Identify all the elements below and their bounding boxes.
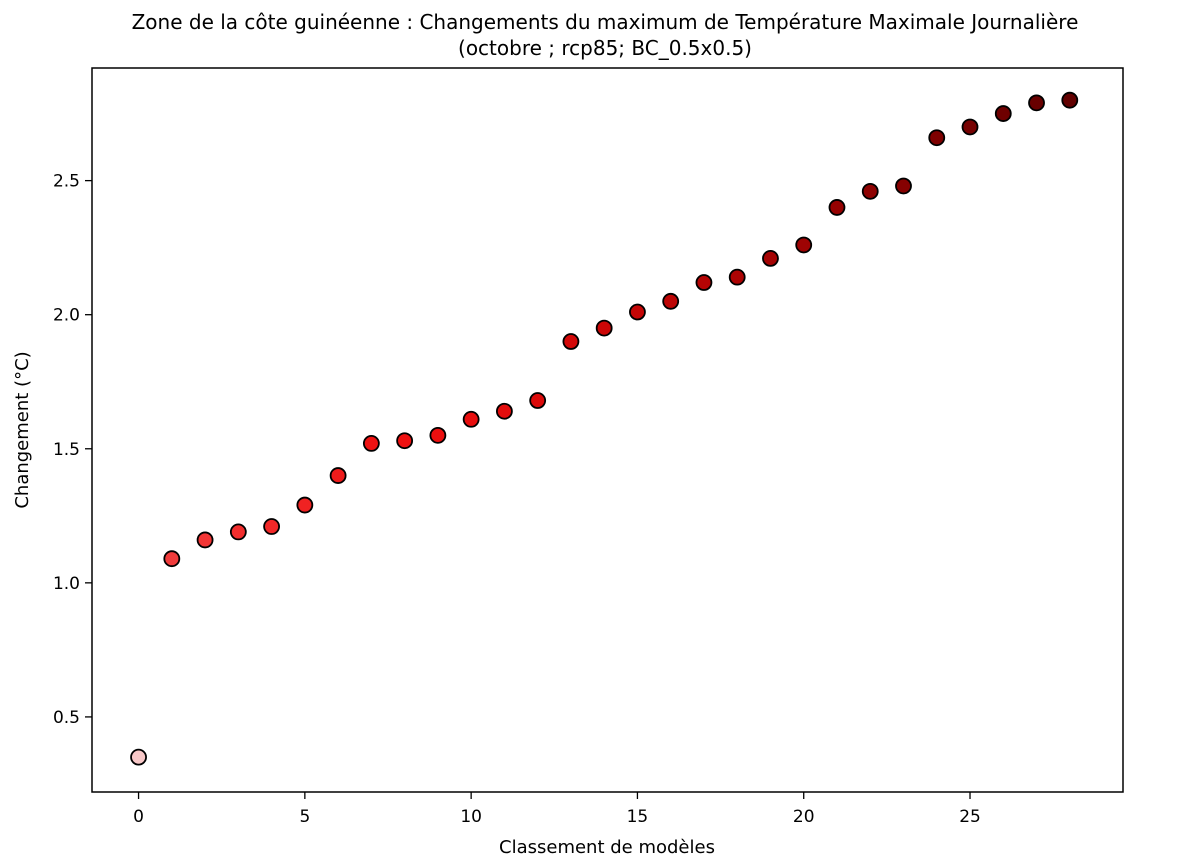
data-point [828, 199, 846, 216]
data-point [994, 105, 1012, 122]
data-point [462, 410, 480, 428]
data-point [728, 268, 746, 286]
x-axis-label: Classement de modèles [499, 837, 715, 858]
data-point [229, 523, 247, 541]
y-tick-label: 0.5 [53, 708, 80, 728]
y-axis-label: Changement (°C) [12, 351, 33, 508]
data-points [130, 91, 1079, 766]
chart-title: Zone de la côte guinéenne : Changements … [132, 10, 1079, 34]
data-point [961, 118, 979, 136]
data-point [1028, 94, 1045, 112]
x-tick-label: 20 [793, 807, 815, 827]
data-point [595, 319, 613, 337]
data-point [362, 435, 380, 452]
data-point [429, 426, 447, 444]
data-point [562, 333, 580, 350]
chart-subtitle: (octobre ; rcp85; BC_0.5x0.5) [458, 36, 752, 60]
y-axis: 0.5 1.0 1.5 2.0 2.5 [53, 172, 92, 728]
data-point [196, 531, 214, 549]
data-point [495, 402, 513, 420]
data-point [1061, 91, 1079, 109]
data-point [629, 303, 646, 321]
data-point [163, 550, 181, 568]
x-tick-label: 0 [133, 807, 144, 827]
plot-area [91, 67, 1124, 793]
data-point [529, 392, 547, 409]
data-point [263, 518, 280, 535]
data-point [895, 177, 912, 195]
data-point [695, 274, 713, 291]
x-tick-label: 10 [460, 807, 482, 827]
x-axis: 0 5 10 15 20 25 [133, 792, 981, 827]
data-point [795, 236, 813, 254]
data-point [329, 467, 347, 484]
data-point [662, 292, 680, 310]
data-point [130, 748, 147, 766]
y-tick-label: 2.5 [53, 172, 80, 192]
x-tick-label: 25 [959, 807, 981, 827]
data-point [762, 249, 779, 267]
data-point [396, 432, 414, 450]
y-tick-label: 2.0 [53, 306, 80, 326]
y-tick-label: 1.0 [53, 574, 80, 594]
data-point [861, 182, 879, 200]
x-tick-label: 15 [627, 807, 649, 827]
data-point [296, 496, 314, 514]
y-tick-label: 1.5 [53, 440, 80, 460]
x-tick-label: 5 [299, 807, 310, 827]
data-point [928, 129, 946, 147]
